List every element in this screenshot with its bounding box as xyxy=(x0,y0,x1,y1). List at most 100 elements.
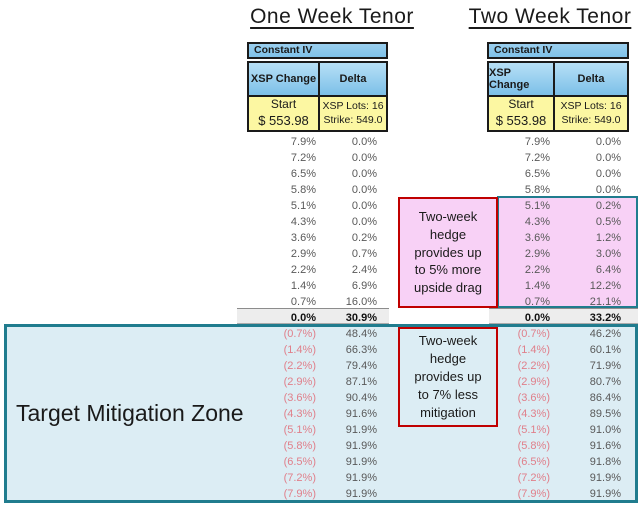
xsp-change-value: 5.8% xyxy=(524,183,550,196)
xsp-change-value: (7.9%) xyxy=(283,487,316,500)
xsp-change-value: (2.9%) xyxy=(283,375,316,388)
xsp-change-value: 7.9% xyxy=(524,135,550,148)
delta-value: 0.0% xyxy=(595,167,621,180)
xsp-change-value: 0.7% xyxy=(290,295,316,308)
table-row: 7.9% 0.0% xyxy=(455,134,621,149)
delta-value: 0.0% xyxy=(351,215,377,228)
delta-value: 0.0% xyxy=(595,135,621,148)
table-row: 0.7% 21.1% xyxy=(455,294,621,309)
one-week-tenor-title: One Week Tenor xyxy=(250,5,414,28)
xsp-change-value: (4.3%) xyxy=(283,407,316,420)
xsp-change-value: 6.5% xyxy=(524,167,550,180)
table-row: 2.2% 6.4% xyxy=(455,262,621,277)
xsp-change-value: 3.6% xyxy=(524,231,550,244)
xsp-change-value: 2.9% xyxy=(290,247,316,260)
xsp-change-value: 2.2% xyxy=(290,263,316,276)
zero-row-highlight-two-week xyxy=(489,308,638,324)
table-row: 5.8% 0.0% xyxy=(220,182,377,197)
xsp-change-value: (5.1%) xyxy=(283,423,316,436)
delta-value: 0.2% xyxy=(595,199,621,212)
xsp-change-value: 7.2% xyxy=(524,151,550,164)
delta-value: 86.4% xyxy=(589,391,621,404)
delta-value: 60.1% xyxy=(589,343,621,356)
delta-value: 0.0% xyxy=(351,183,377,196)
delta-value: 0.7% xyxy=(351,247,377,260)
table-row: (7.2%) 91.9% xyxy=(455,470,621,485)
xsp-change-value: (6.5%) xyxy=(283,455,316,468)
xsp-change-value: 1.4% xyxy=(524,279,550,292)
table-row: 5.1% 0.2% xyxy=(455,198,621,213)
xsp-change-value: 2.2% xyxy=(524,263,550,276)
xsp-change-value: 3.6% xyxy=(290,231,316,244)
xsp-change-value: (1.4%) xyxy=(283,343,316,356)
delta-value: 0.0% xyxy=(351,199,377,212)
table-row: (4.3%) 91.6% xyxy=(220,406,377,421)
table-row: (2.2%) 71.9% xyxy=(455,358,621,373)
strike-label: Strike: 549.0 xyxy=(561,113,621,126)
delta-value: 66.3% xyxy=(345,343,377,356)
table-row: 5.1% 0.0% xyxy=(220,198,377,213)
delta-value: 91.9% xyxy=(345,487,377,500)
table-row: (5.8%) 91.9% xyxy=(220,438,377,453)
upside-drag-highlight-zone xyxy=(497,196,638,308)
target-mitigation-zone-label: Target Mitigation Zone xyxy=(16,400,244,426)
delta-value: 91.9% xyxy=(345,455,377,468)
delta-column-header: Delta xyxy=(339,73,367,85)
delta-value: 0.0% xyxy=(351,151,377,164)
table-row: 2.9% 3.0% xyxy=(455,246,621,261)
xsp-change-value: (5.8%) xyxy=(517,439,550,452)
table-row: 1.4% 12.2% xyxy=(455,278,621,293)
delta-value: 0.0% xyxy=(351,135,377,148)
xsp-change-value: (7.9%) xyxy=(517,487,550,500)
xsp-lots-label: XSP Lots: 16 xyxy=(560,99,622,112)
lots-strike-cell: XSP Lots: 16 Strike: 549.0 xyxy=(320,97,386,130)
delta-value: 91.0% xyxy=(589,423,621,436)
table-row: (4.3%) 89.5% xyxy=(455,406,621,421)
xsp-change-column-header: XSP Change xyxy=(249,63,320,95)
xsp-change-value: (7.2%) xyxy=(517,471,550,484)
table-row: (6.5%) 91.9% xyxy=(220,454,377,469)
xsp-change-value: (5.1%) xyxy=(517,423,550,436)
delta-value: 79.4% xyxy=(345,359,377,372)
xsp-change-value: (0.7%) xyxy=(517,327,550,340)
table-row: 6.5% 0.0% xyxy=(455,166,621,181)
xsp-change-value: (2.2%) xyxy=(517,359,550,372)
xsp-change-column-header: XSP Change xyxy=(489,63,555,95)
xsp-change-value: (7.2%) xyxy=(283,471,316,484)
table-row: (3.6%) 90.4% xyxy=(220,390,377,405)
table-row: (3.6%) 86.4% xyxy=(455,390,621,405)
delta-value: 89.5% xyxy=(589,407,621,420)
table-row: (2.9%) 87.1% xyxy=(220,374,377,389)
delta-value: 91.9% xyxy=(345,471,377,484)
table-row: (5.1%) 91.0% xyxy=(455,422,621,437)
xsp-change-value: 0.0% xyxy=(290,311,316,324)
xsp-change-value: 2.9% xyxy=(524,247,550,260)
table-row: 5.8% 0.0% xyxy=(455,182,621,197)
table-row: 6.5% 0.0% xyxy=(220,166,377,181)
delta-value: 0.0% xyxy=(595,151,621,164)
xsp-change-value: 1.4% xyxy=(290,279,316,292)
start-row-one-week: Start $ 553.98 XSP Lots: 16 Strike: 549.… xyxy=(247,97,388,132)
delta-value: 1.2% xyxy=(595,231,621,244)
table-row: 7.2% 0.0% xyxy=(220,150,377,165)
table-row: (2.9%) 80.7% xyxy=(455,374,621,389)
xsp-change-value: (1.4%) xyxy=(517,343,550,356)
strike-label: Strike: 549.0 xyxy=(323,113,383,126)
start-row-two-week: Start $ 553.98 XSP Lots: 16 Strike: 549.… xyxy=(487,97,629,132)
xsp-lots-label: XSP Lots: 16 xyxy=(322,99,384,112)
delta-value: 87.1% xyxy=(345,375,377,388)
delta-value: 48.4% xyxy=(345,327,377,340)
delta-value: 6.4% xyxy=(595,263,621,276)
xsp-change-value: 7.2% xyxy=(290,151,316,164)
table-row: 2.2% 2.4% xyxy=(220,262,377,277)
delta-value: 90.4% xyxy=(345,391,377,404)
table-row: 0.0% 33.2% xyxy=(455,310,621,325)
xsp-change-value: 5.1% xyxy=(290,199,316,212)
start-price-cell: Start $ 553.98 xyxy=(249,97,320,130)
delta-value: 0.0% xyxy=(595,183,621,196)
zero-row-highlight-one-week xyxy=(237,308,389,324)
table-row: 0.7% 16.0% xyxy=(220,294,377,309)
start-price-cell: Start $ 553.98 xyxy=(489,97,555,130)
table-row: (7.2%) 91.9% xyxy=(220,470,377,485)
table-row: 7.2% 0.0% xyxy=(455,150,621,165)
